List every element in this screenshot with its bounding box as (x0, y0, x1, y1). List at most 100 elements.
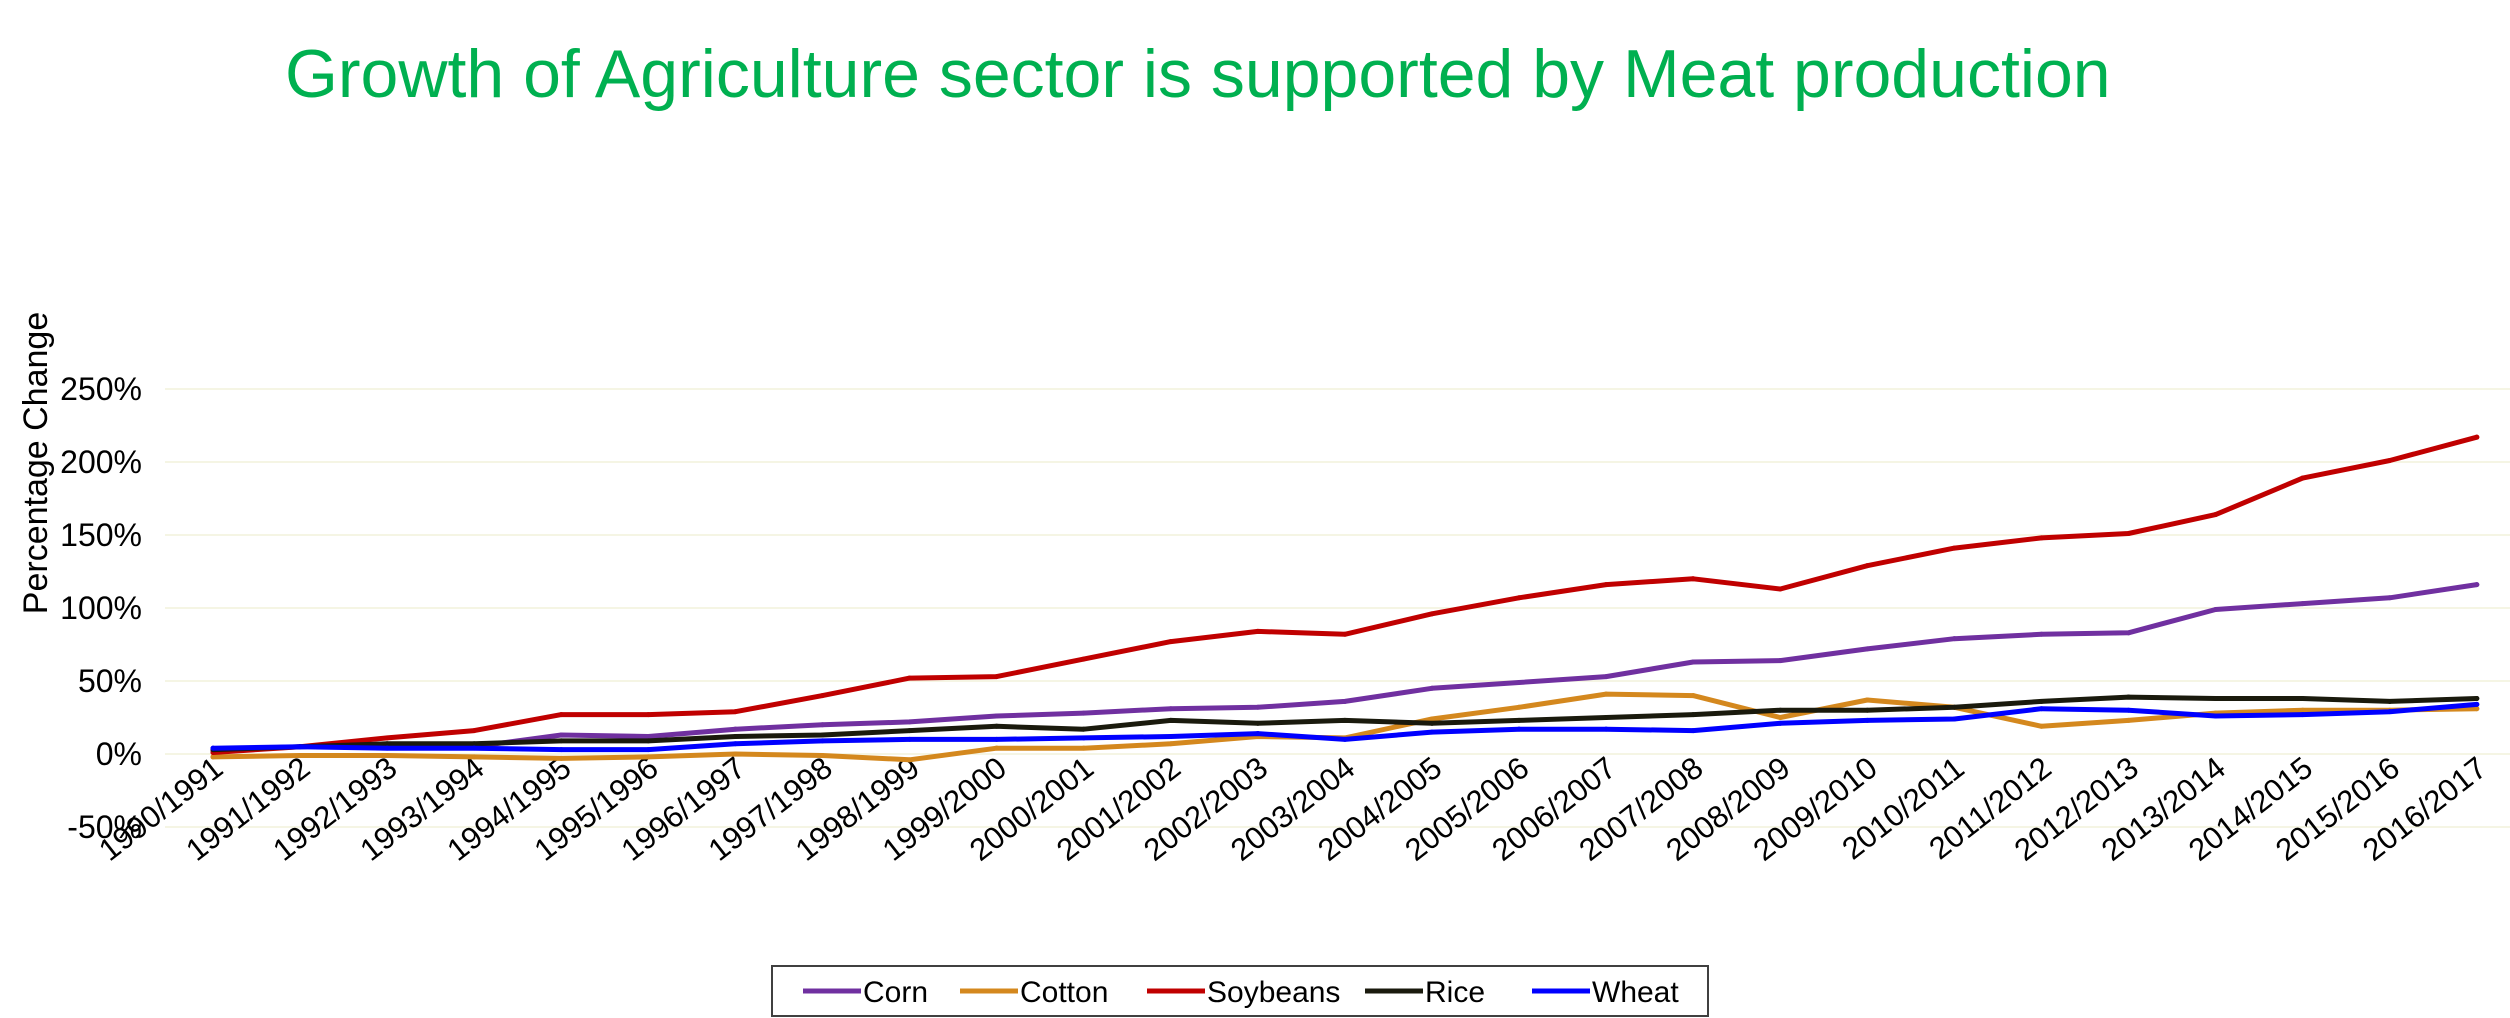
data-point-cotton (2474, 706, 2480, 712)
data-point-rice (2300, 696, 2306, 702)
data-point-wheat (732, 741, 738, 747)
data-point-rice (2126, 694, 2132, 700)
data-point-soybeans (1864, 563, 1870, 569)
y-tick-label: 150% (60, 517, 142, 553)
x-axis-ticks: 1990/19911991/19921992/19931993/19941994… (92, 750, 2493, 868)
data-point-rice (819, 732, 825, 738)
data-point-cotton (2038, 723, 2044, 729)
data-point-corn (994, 713, 1000, 719)
data-point-cotton (1864, 697, 1870, 703)
data-point-rice (1429, 720, 1435, 726)
data-point-cotton (645, 754, 651, 760)
legend-label-soybeans: Soybeans (1207, 976, 1340, 1009)
data-point-corn (2038, 631, 2044, 637)
data-point-wheat (2038, 706, 2044, 712)
y-tick-label: 0% (96, 736, 142, 772)
data-point-soybeans (1690, 576, 1696, 582)
data-point-wheat (1342, 736, 1348, 742)
data-point-corn (1516, 679, 1522, 685)
y-axis-ticks: -50% 0% 50% 100% 150% 200% 250% (60, 371, 142, 845)
data-point-cotton (558, 755, 564, 761)
y-tick-label: 200% (60, 444, 142, 480)
data-point-cotton (1690, 693, 1696, 699)
data-point-corn (2474, 582, 2480, 588)
y-tick-label: 250% (60, 371, 142, 407)
data-point-corn (1081, 710, 1087, 716)
data-point-rice (1081, 726, 1087, 732)
data-point-soybeans (819, 693, 825, 699)
data-point-rice (732, 733, 738, 739)
data-point-corn (1864, 646, 1870, 652)
data-point-wheat (1951, 716, 1957, 722)
data-point-cotton (1516, 704, 1522, 710)
data-point-wheat (645, 747, 651, 753)
data-point-cotton (819, 752, 825, 758)
data-point-wheat (1516, 726, 1522, 732)
series-lines (210, 434, 2480, 763)
y-tick-label: 100% (60, 590, 142, 626)
data-point-rice (994, 723, 1000, 729)
data-point-cotton (1603, 691, 1609, 697)
legend-label-rice: Rice (1425, 976, 1485, 1009)
data-point-rice (1777, 707, 1783, 713)
data-point-wheat (2300, 712, 2306, 718)
data-point-wheat (819, 738, 825, 744)
data-point-cotton (732, 751, 738, 757)
data-point-rice (1690, 712, 1696, 718)
data-point-corn (1255, 704, 1261, 710)
data-point-wheat (2474, 701, 2480, 707)
data-point-corn (2213, 606, 2219, 612)
y-tick-label: 50% (78, 663, 142, 699)
data-point-corn (1951, 636, 1957, 642)
data-point-corn (907, 719, 913, 725)
data-point-cotton (297, 752, 303, 758)
data-point-wheat (1081, 735, 1087, 741)
data-point-wheat (1777, 720, 1783, 726)
data-point-soybeans (2387, 458, 2393, 464)
data-point-cotton (1777, 715, 1783, 720)
data-point-wheat (210, 745, 216, 751)
data-point-soybeans (558, 712, 564, 718)
data-point-corn (1777, 658, 1783, 664)
data-point-soybeans (1777, 586, 1783, 592)
data-point-rice (1168, 717, 1174, 723)
data-point-soybeans (1603, 582, 1609, 588)
data-point-soybeans (994, 674, 1000, 680)
data-point-corn (1342, 698, 1348, 704)
data-point-soybeans (384, 735, 390, 741)
data-point-rice (1342, 717, 1348, 723)
data-point-soybeans (1516, 595, 1522, 601)
data-point-wheat (907, 736, 913, 742)
data-point-corn (1603, 674, 1609, 680)
data-point-soybeans (2213, 512, 2219, 518)
data-point-wheat (2387, 709, 2393, 715)
data-point-corn (1429, 685, 1435, 691)
data-point-soybeans (2300, 475, 2306, 481)
data-point-soybeans (907, 675, 913, 681)
legend-label-wheat: Wheat (1592, 976, 1679, 1009)
data-point-cotton (1168, 741, 1174, 747)
data-point-cotton (994, 745, 1000, 751)
data-point-wheat (1429, 729, 1435, 735)
data-point-corn (558, 732, 564, 738)
data-point-rice (384, 741, 390, 747)
data-point-cotton (471, 754, 477, 760)
data-point-corn (2387, 595, 2393, 601)
chart-title: Growth of Agriculture sector is supporte… (285, 36, 2111, 112)
data-point-corn (2300, 601, 2306, 607)
data-point-corn (1690, 659, 1696, 665)
data-point-wheat (297, 744, 303, 750)
data-point-rice (1951, 704, 1957, 710)
data-point-cotton (2300, 707, 2306, 713)
data-point-soybeans (471, 728, 477, 734)
data-point-corn (1168, 706, 1174, 712)
data-point-corn (732, 726, 738, 732)
data-point-rice (907, 728, 913, 734)
data-point-corn (819, 722, 825, 728)
data-point-cotton (1429, 716, 1435, 722)
data-point-wheat (994, 736, 1000, 742)
data-point-rice (2213, 696, 2219, 702)
data-point-soybeans (1081, 656, 1087, 662)
data-point-wheat (384, 745, 390, 751)
